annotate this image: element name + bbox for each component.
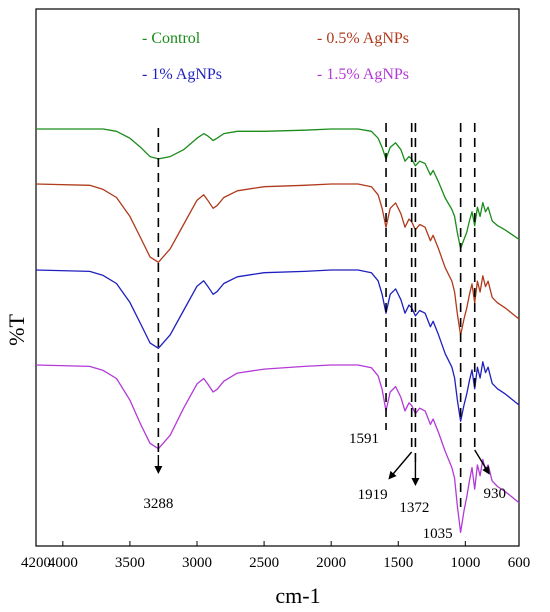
legend-item-1-agnps: - 1% AgNPs xyxy=(142,66,222,83)
peak-arrow-1919 xyxy=(388,451,413,480)
series-layer xyxy=(35,128,520,534)
peak-label-1372: 1372 xyxy=(399,500,429,516)
legend-item-control: - Control xyxy=(142,30,201,47)
peak-label-1035: 1035 xyxy=(423,526,453,542)
x-tick-label: 2500 xyxy=(249,555,279,571)
peak-label-930: 930 xyxy=(483,486,506,502)
legend-item-1-5-agnps: - 1.5% AgNPs xyxy=(317,66,409,83)
x-tick-label: 600 xyxy=(508,555,531,571)
series-line-1-agnps xyxy=(35,269,520,422)
x-tick-label: 3000 xyxy=(182,555,212,571)
legend-item-0-5-agnps: - 0.5% AgNPs xyxy=(317,30,409,47)
peak-label-3288: 3288 xyxy=(143,496,173,512)
peak-label-1919: 1919 xyxy=(358,487,388,503)
x-tick-label: 2000 xyxy=(316,555,346,571)
x-tick-label: 1000 xyxy=(450,555,480,571)
plot-frame xyxy=(35,8,520,547)
x-tick-label: 1500 xyxy=(383,555,413,571)
series-line-0-5-agnps xyxy=(35,183,520,336)
legend: - Control - 0.5% AgNPs - 1% AgNPs - 1.5% Ag… xyxy=(142,30,409,83)
peak-label-1591: 1591 xyxy=(349,431,379,447)
x-tick-label: 3500 xyxy=(115,555,145,571)
x-tick-label: 4200 xyxy=(21,555,51,571)
series-line-control xyxy=(36,128,520,250)
x-tick-label: 4000 xyxy=(48,555,78,571)
series-line-1-5-agnps xyxy=(35,364,520,534)
x-axis-title: cm-1 xyxy=(275,583,320,608)
y-axis-title: %T xyxy=(4,314,29,346)
annotation-layer: 3288 1591 1919 1372 1035 930 xyxy=(143,123,506,542)
peak-arrow-930 xyxy=(474,449,490,475)
